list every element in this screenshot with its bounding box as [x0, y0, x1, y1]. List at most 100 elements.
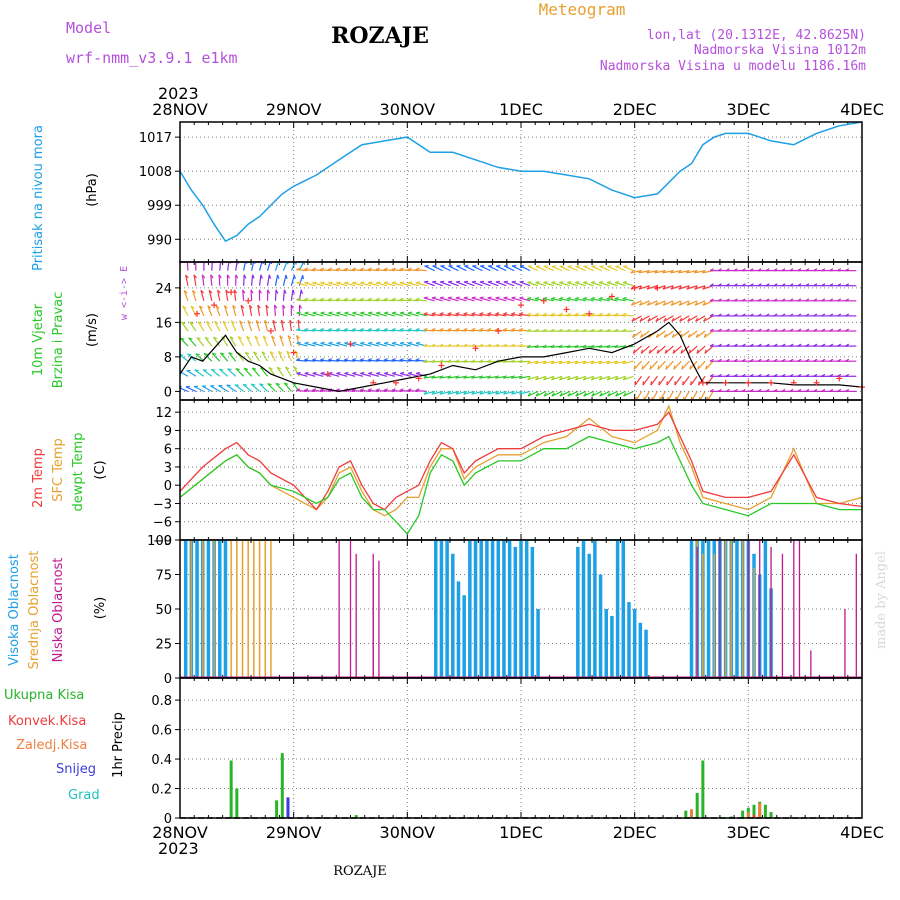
wind-arrow-head	[375, 358, 380, 361]
wind-arrow	[298, 289, 302, 301]
wind-arrow-head	[351, 267, 356, 271]
wind-arrow	[320, 312, 332, 317]
wind-arrow	[282, 274, 287, 286]
tsfc-legend: SFC Temp	[51, 438, 66, 502]
wind-arrow-head	[351, 388, 356, 391]
wind-arrow	[690, 375, 698, 386]
wind-arrow-head	[805, 388, 810, 392]
wind-arrow	[582, 314, 594, 317]
wind-arrow-head	[647, 317, 651, 322]
wind-arrow-head	[634, 381, 637, 386]
wind-arrow	[591, 375, 602, 381]
wind-arrow	[503, 265, 515, 272]
time-label-top: 29NOV	[266, 100, 322, 119]
cloud-high-bar	[621, 540, 626, 677]
wind-arrow	[336, 372, 348, 377]
cloud-mid-bar	[247, 540, 249, 677]
wind-arrow-head	[392, 311, 397, 314]
wind-arrow-head	[208, 289, 213, 294]
wind-arrow	[242, 289, 245, 301]
wind-arrow-head	[693, 269, 698, 274]
temperature-panel: −9 −6 −3 0 3 6 9 12	[153, 399, 863, 549]
wind-speed-line	[179, 321, 863, 393]
wind-arrow-head	[252, 274, 255, 279]
wind-arrow-head	[367, 388, 372, 391]
wind-arrow-head	[519, 312, 524, 315]
y-tick-label: 75	[155, 569, 172, 584]
wind-arrow	[215, 305, 221, 317]
wind-arrow	[328, 329, 340, 332]
precip-total-bar	[769, 812, 773, 818]
wind-arrow-head	[188, 337, 193, 340]
wind-arrow-head	[375, 297, 380, 301]
wind-arrow	[649, 360, 658, 370]
wind-arrow-head	[550, 312, 555, 316]
cloud-high-bar	[627, 602, 631, 677]
wind-arrow-head	[199, 305, 203, 309]
wind-arrow-head	[304, 327, 309, 331]
wind-arrow	[679, 315, 690, 322]
wind-arrow	[655, 315, 666, 322]
wind-arrow	[447, 313, 459, 317]
wind-arrow-head	[407, 281, 413, 284]
wind-arrow-head	[352, 311, 357, 314]
wind-arrow	[201, 385, 213, 392]
wind-arrow-head	[805, 373, 810, 377]
wind-arrow-head	[327, 327, 333, 331]
wind-arrow-head	[222, 320, 227, 324]
wind-arrow	[479, 390, 491, 395]
cloud-high-bar	[593, 540, 597, 677]
wind-arrow-head	[705, 365, 708, 370]
wind-arrow-head	[455, 312, 460, 315]
wind-arrow-head	[447, 391, 452, 395]
wind-arrow	[223, 305, 229, 317]
cloud-unit: (%)	[93, 597, 108, 620]
wind-arrow-head	[213, 336, 218, 340]
cloud-mid-bar	[230, 540, 232, 677]
wind-arrow	[551, 390, 563, 397]
wind-arrow	[181, 321, 189, 332]
wind-arrow-head	[615, 392, 619, 397]
wind-arrow	[687, 330, 698, 338]
wind-arrow	[527, 314, 539, 317]
wind-arrow-head	[511, 296, 516, 299]
wind-arrow-head	[304, 371, 309, 375]
wind-arrow-head	[749, 313, 754, 317]
wind-arrow-head	[328, 281, 333, 284]
wind-arrow	[583, 281, 594, 287]
wind-arrow	[686, 300, 698, 306]
wind-arrow	[583, 265, 594, 272]
wind-arrow-head	[741, 328, 746, 332]
wind-arrow-head	[725, 358, 730, 362]
wind-arrow-head	[423, 296, 429, 299]
lonlat: lon,lat (20.1312E, 42.8625N)	[647, 28, 866, 43]
wind-arrow-head	[527, 376, 531, 381]
y-tick-label: 0.2	[151, 783, 172, 798]
wind-arrow-head	[526, 360, 531, 365]
wind-arrow	[456, 265, 467, 272]
wind-arrow-head	[240, 304, 245, 309]
wind-arrow	[694, 285, 706, 290]
wind-arrow-head	[845, 328, 850, 332]
wind-arrow-head	[392, 281, 397, 284]
wind-arrow-head	[733, 283, 738, 287]
wind-arrow-head	[582, 312, 587, 316]
wind-arrow	[344, 299, 356, 302]
wind-arrow-head	[212, 352, 217, 356]
wind-arrow	[367, 329, 379, 332]
wind-arrow-head	[407, 341, 413, 344]
wind-arrow-head	[558, 344, 563, 348]
wind-arrow-head	[551, 281, 556, 284]
wind-arrow-head	[471, 327, 476, 331]
wind-arrow-head	[654, 269, 659, 274]
wind-arrow	[189, 321, 197, 332]
wind-arrow-head	[694, 285, 698, 290]
time-label-top: 28NOV	[152, 100, 208, 119]
wind-arrow	[431, 313, 443, 317]
wind-arrow-head	[622, 344, 627, 348]
wind-arrow-head	[227, 368, 232, 371]
wind-arrow	[542, 314, 555, 317]
wind-arrow	[407, 372, 419, 377]
wind-arrow	[391, 389, 403, 392]
wind-arrow	[558, 314, 570, 317]
